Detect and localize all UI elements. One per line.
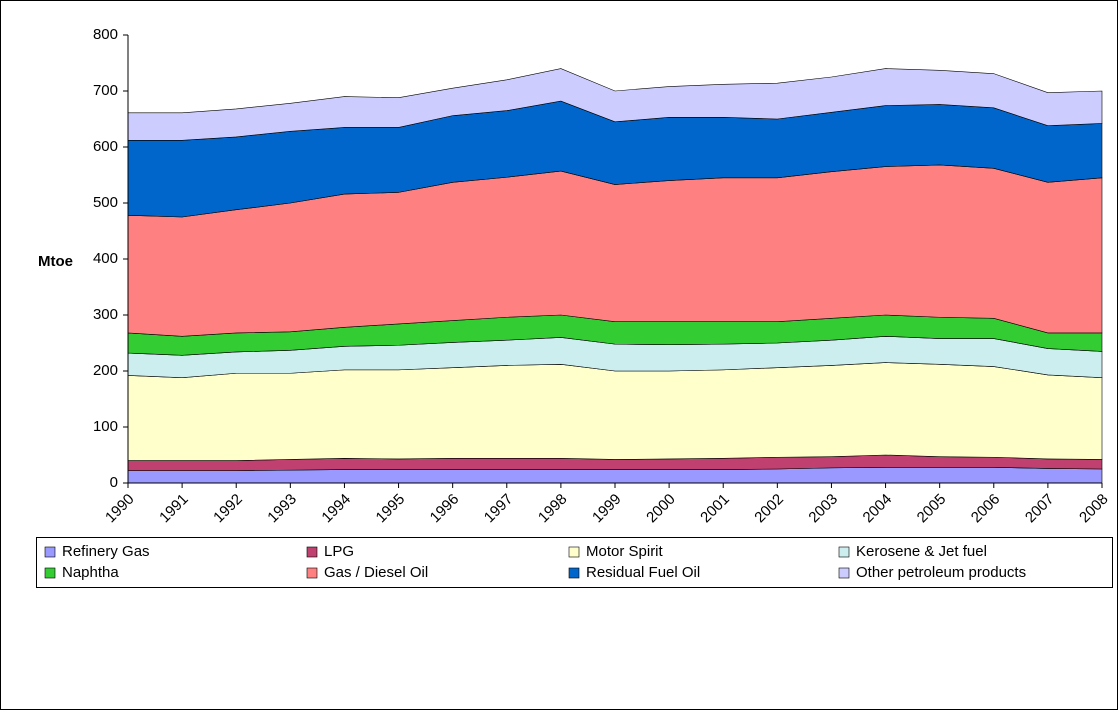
legend-label: Kerosene & Jet fuel — [856, 543, 987, 560]
legend-swatch — [44, 567, 56, 579]
legend-label: Other petroleum products — [856, 564, 1026, 581]
y-tick-label: 300 — [93, 306, 118, 323]
y-tick-label: 700 — [93, 82, 118, 99]
legend-swatch — [44, 546, 56, 558]
y-tick-label: 0 — [110, 474, 118, 491]
legend-frame — [36, 537, 1113, 588]
area — [127, 68, 1103, 141]
legend-label: Gas / Diesel Oil — [324, 564, 428, 581]
legend-swatch — [838, 546, 850, 558]
y-tick-label: 500 — [93, 194, 118, 211]
y-axis-label: Mtoe — [38, 253, 73, 270]
legend-swatch — [306, 546, 318, 558]
legend-swatch — [568, 567, 580, 579]
y-tick-label: 800 — [93, 26, 118, 43]
legend-label: Refinery Gas — [62, 543, 150, 560]
legend-label: Naphtha — [62, 564, 119, 581]
legend-swatch — [306, 567, 318, 579]
legend-label: Motor Spirit — [586, 543, 664, 560]
area — [127, 362, 1103, 461]
y-tick-label: 200 — [93, 362, 118, 379]
y-tick-label: 100 — [93, 418, 118, 435]
y-tick-label: 600 — [93, 138, 118, 155]
legend-label: LPG — [324, 543, 354, 560]
y-tick-label: 400 — [93, 250, 118, 267]
legend-swatch — [838, 567, 850, 579]
legend-swatch — [568, 546, 580, 558]
legend-label: Residual Fuel Oil — [586, 564, 700, 581]
